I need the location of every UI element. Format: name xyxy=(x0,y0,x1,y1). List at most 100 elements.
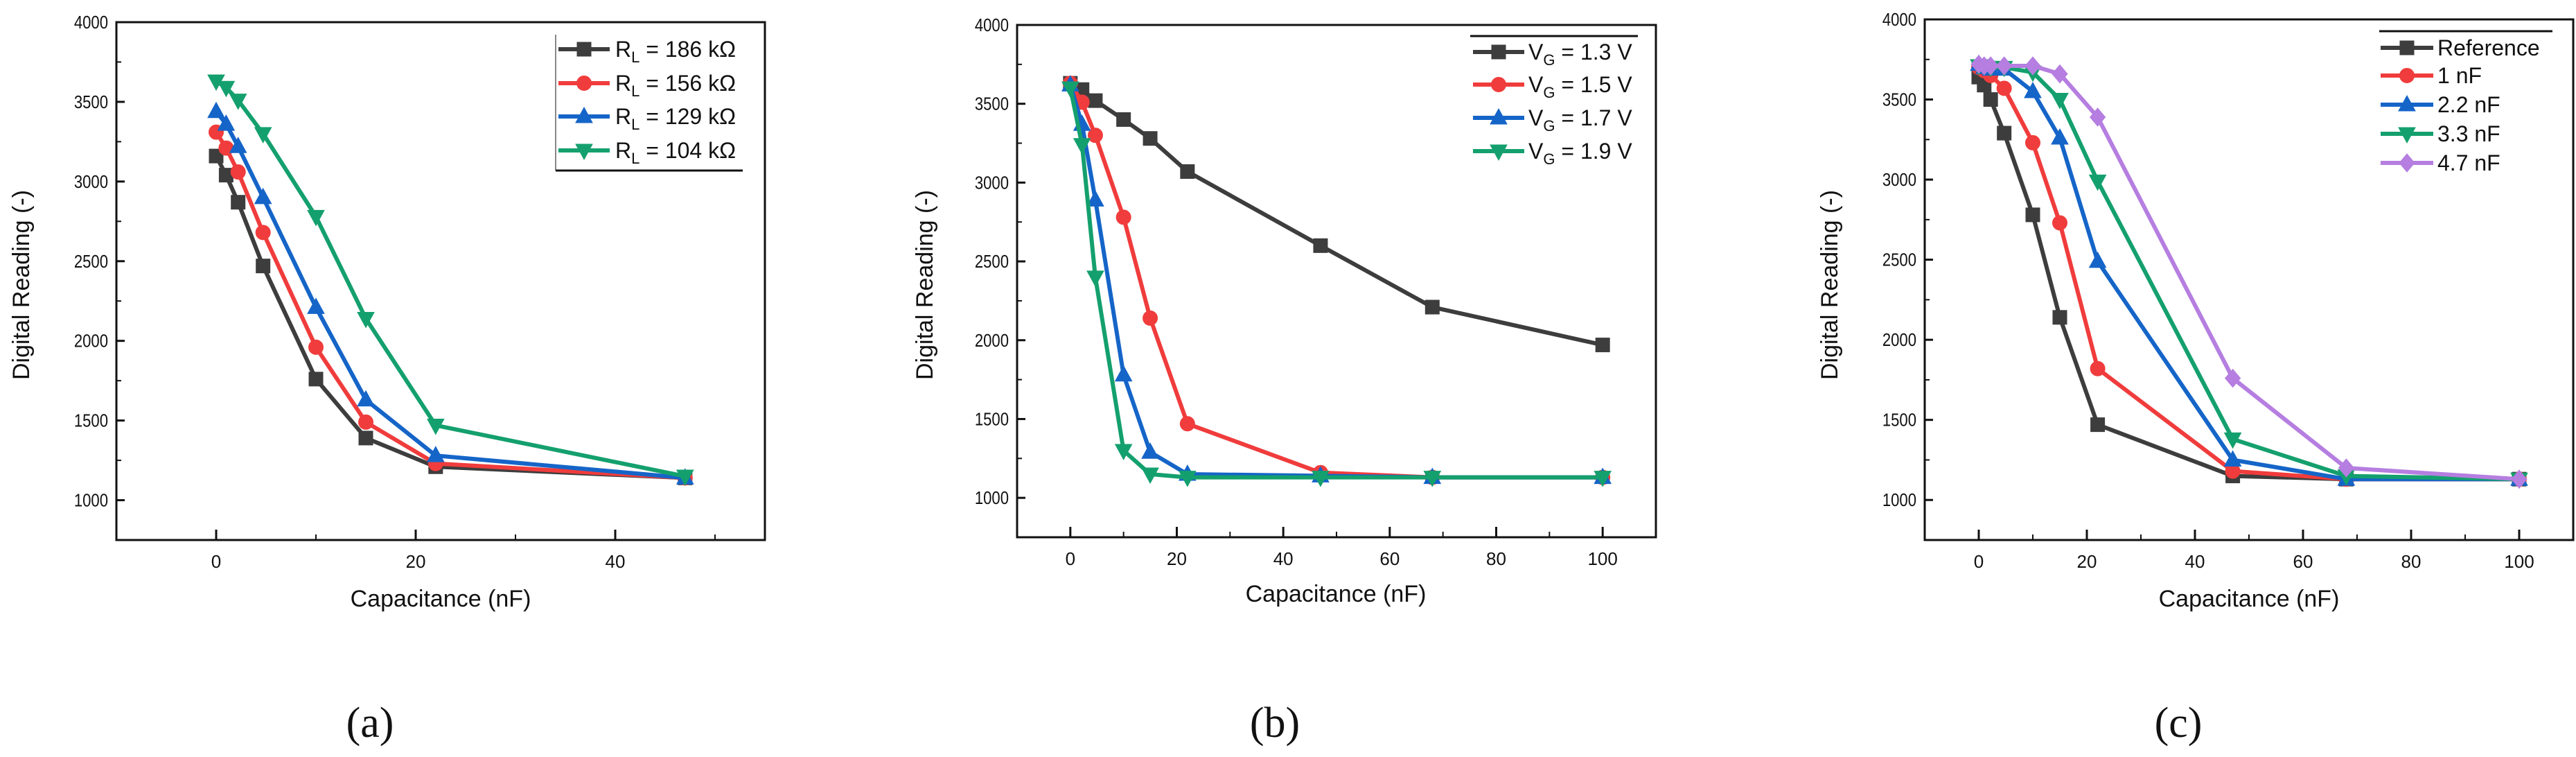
legend-item: VG = 1.3 V xyxy=(1473,40,1632,69)
legend-label: Reference xyxy=(2437,35,2540,60)
legend-item: Reference xyxy=(2381,35,2540,60)
data-point xyxy=(676,469,694,487)
data-point xyxy=(308,372,324,387)
data-point xyxy=(231,195,246,210)
legend-label: RL = 104 kΩ xyxy=(615,138,736,167)
data-point xyxy=(1179,416,1195,432)
data-point xyxy=(2052,64,2068,84)
series-line xyxy=(214,131,685,480)
y-tick-label: 3000 xyxy=(1882,170,1916,190)
legend-label: 3.3 nF xyxy=(2437,121,2500,146)
panel-label: (a) xyxy=(346,699,394,747)
data-point xyxy=(358,414,373,430)
y-tick-label: 2000 xyxy=(1882,331,1916,351)
data-point xyxy=(2052,215,2067,231)
legend-text: = 1.9 V xyxy=(1555,139,1632,164)
legend-item: VG = 1.9 V xyxy=(1473,139,1632,168)
x-tick-label: 40 xyxy=(2185,551,2205,572)
data-point xyxy=(1594,471,1612,487)
x-tick-label: 100 xyxy=(1587,548,1617,569)
x-tick-label: 0 xyxy=(211,551,221,572)
data-point xyxy=(2338,458,2355,478)
data-point xyxy=(1180,164,1195,179)
data-point xyxy=(2088,174,2107,191)
legend-text: = 129 kΩ xyxy=(639,104,736,129)
data-point xyxy=(1983,92,1998,107)
data-point xyxy=(217,80,236,98)
x-tick-label: 60 xyxy=(1379,548,1400,569)
y-tick-label: 4000 xyxy=(74,12,108,33)
y-tick-label: 1500 xyxy=(1882,410,1916,430)
data-point xyxy=(1423,471,1442,487)
data-point xyxy=(2024,56,2041,76)
y-tick-label: 3500 xyxy=(1882,90,1916,110)
data-point xyxy=(1996,56,2013,76)
legend-subscript: G xyxy=(1543,117,1555,134)
y-tick-label: 3000 xyxy=(975,173,1009,193)
x-tick-label: 20 xyxy=(1167,548,1187,569)
data-point xyxy=(2089,107,2106,127)
legend-item: 4.7 nF xyxy=(2381,150,2500,175)
data-point xyxy=(2024,81,2042,98)
legend-label: VG = 1.7 V xyxy=(1528,105,1632,134)
data-point xyxy=(1114,444,1133,460)
y-tick-label: 2500 xyxy=(74,252,108,272)
data-point xyxy=(256,259,271,274)
legend-text: 3.3 nF xyxy=(2437,121,2500,146)
data-point xyxy=(1115,209,1131,225)
series-4 xyxy=(1970,54,2528,489)
data-point xyxy=(254,187,272,205)
x-axis-label: Capacitance (nF) xyxy=(351,586,531,612)
x-tick-label: 60 xyxy=(2293,551,2313,572)
y-tick-label: 1500 xyxy=(975,410,1009,430)
data-point xyxy=(1088,93,1103,108)
x-axis-label: Capacitance (nF) xyxy=(1246,581,1427,607)
legend-marker xyxy=(576,42,592,57)
legend-label: RL = 186 kΩ xyxy=(615,37,736,66)
data-point xyxy=(229,94,247,110)
data-point xyxy=(1143,131,1158,146)
series-line xyxy=(1068,87,1603,480)
y-tick-label: 4000 xyxy=(1882,10,1916,30)
legend-text: = 186 kΩ xyxy=(639,37,736,62)
data-point xyxy=(1061,81,1079,98)
legend-marker xyxy=(2399,68,2415,83)
legend-subscript: G xyxy=(1543,51,1555,69)
x-tick-label: 80 xyxy=(1486,548,1506,569)
legend-text: = 1.3 V xyxy=(1555,40,1632,64)
legend-label: VG = 1.5 V xyxy=(1528,72,1632,101)
data-point xyxy=(1086,190,1104,207)
legend-text: 2.2 nF xyxy=(2437,92,2500,117)
y-tick-label: 2500 xyxy=(1882,250,1916,270)
data-point xyxy=(307,297,325,314)
x-tick-label: 80 xyxy=(2401,551,2421,572)
chart-panel-c: 1000 1500 2000 2500 3000 3500 4000 0 20 40 60 80 100… xyxy=(1817,10,2575,747)
legend-symbol: V xyxy=(1528,139,1544,164)
legend-item: 1 nF xyxy=(2381,63,2482,88)
data-point xyxy=(1087,128,1103,143)
legend-subscript: L xyxy=(631,116,639,133)
legend-symbol: R xyxy=(615,71,631,96)
data-point xyxy=(217,114,236,131)
legend-text: 1 nF xyxy=(2437,63,2482,88)
legend-item: RL = 156 kΩ xyxy=(558,71,736,100)
data-point xyxy=(2090,417,2106,433)
data-point xyxy=(209,148,224,164)
data-point xyxy=(1141,442,1159,459)
legend-text: Reference xyxy=(2437,35,2540,60)
series-line xyxy=(214,110,686,480)
data-point xyxy=(1997,125,2012,141)
data-point xyxy=(1595,338,1610,353)
legend-symbol: R xyxy=(615,37,631,62)
legend-item: 3.3 nF xyxy=(2381,121,2500,146)
legend-marker xyxy=(1491,77,1506,92)
legend-marker xyxy=(2399,153,2415,173)
data-point xyxy=(1982,56,1999,76)
legend-label: VG = 1.9 V xyxy=(1528,139,1632,168)
data-point xyxy=(357,390,375,407)
data-point xyxy=(308,339,324,355)
data-point xyxy=(2025,207,2040,223)
legend-label: VG = 1.3 V xyxy=(1528,40,1632,69)
data-point xyxy=(1312,471,1330,487)
